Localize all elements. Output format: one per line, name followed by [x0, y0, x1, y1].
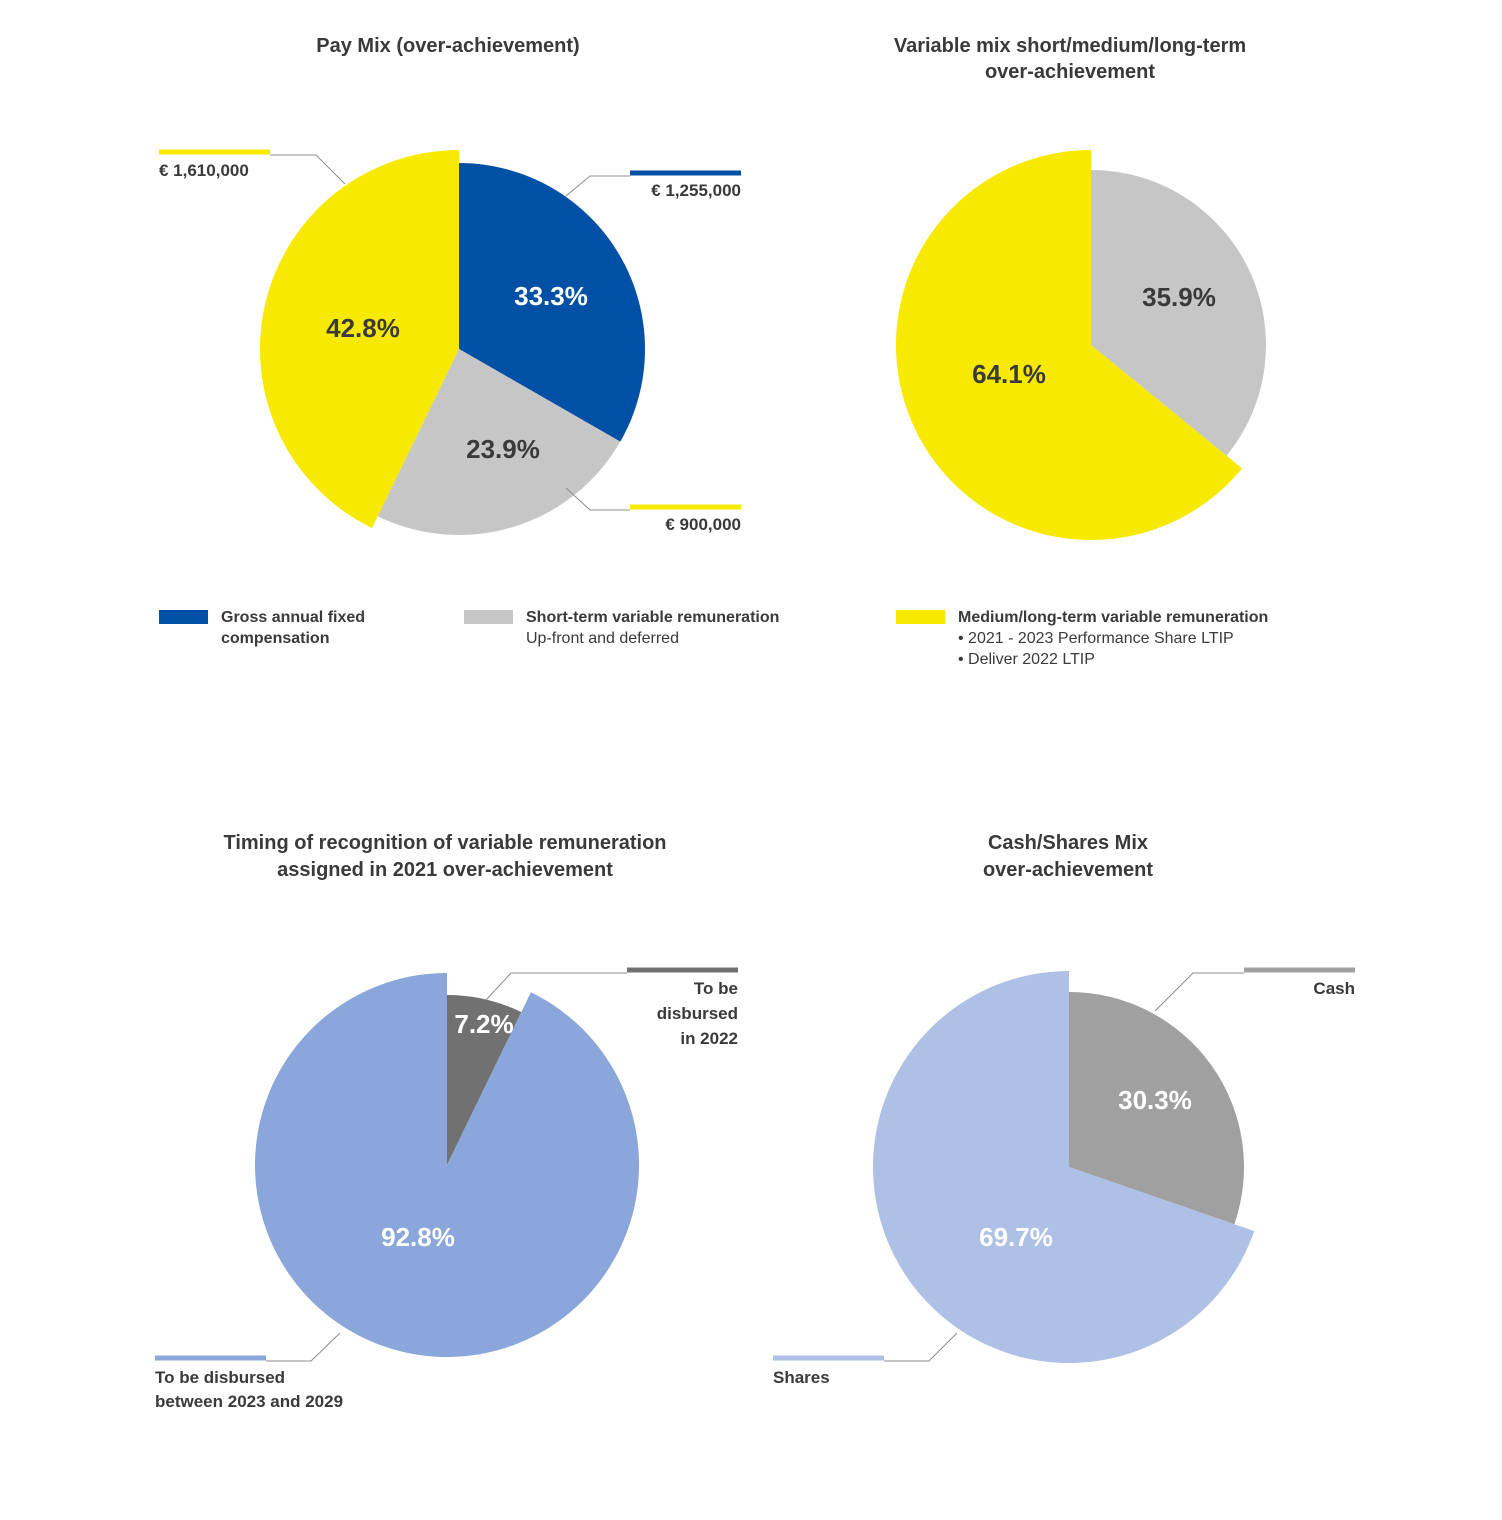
legend-fixed-title-line2: compensation — [221, 630, 330, 647]
timing-later-leader-line — [266, 1332, 341, 1362]
timing-title-line2: assigned in 2021 over-achievement — [277, 859, 613, 881]
timing-title-line1: Timing of recognition of variable remune… — [223, 832, 666, 854]
pay-short-value-label: € 900,000 — [665, 515, 741, 534]
legend-long-item-1: • 2021 - 2023 Performance Share LTIP — [958, 630, 1234, 647]
shares-label: Shares — [773, 1368, 830, 1387]
shares-leader-line — [884, 1332, 958, 1362]
cash-shares-title-line1: Cash/Shares Mix — [988, 832, 1148, 854]
legend-long-item-2: • Deliver 2022 LTIP — [958, 651, 1095, 668]
timing-slice-later — [255, 973, 640, 1357]
cash-shares-title-line2: over-achievement — [983, 859, 1153, 881]
cash-label: Cash — [1313, 979, 1355, 998]
legend-short-title: Short-term variable remuneration — [526, 609, 780, 626]
var-slice-short — [1091, 170, 1267, 456]
pay-fixed-value-label: € 1,255,000 — [651, 181, 741, 200]
legend-short-note: Up-front and deferred — [526, 630, 679, 647]
cash-slice — [1069, 992, 1245, 1225]
shares-percent-label: 69.7% — [979, 1222, 1053, 1252]
cash-leader-line — [1154, 972, 1244, 1012]
pay-slice-long — [259, 150, 459, 528]
pay-mix-title: Pay Mix (over-achievement) — [316, 35, 579, 57]
legend-swatch-long — [896, 610, 945, 624]
pay-long-value-label: € 1,610,000 — [159, 161, 249, 180]
timing-later-label-line1: To be disbursed — [155, 1368, 285, 1387]
pay-fixed-percent-label: 33.3% — [514, 281, 588, 311]
timing-later-label-line2: between 2023 and 2029 — [155, 1392, 343, 1411]
var-long-percent-label: 64.1% — [972, 359, 1046, 389]
legend-swatch-fixed — [159, 610, 208, 624]
legend-swatch-short — [464, 610, 513, 624]
timing-2022-percent-label: 7.2% — [454, 1009, 513, 1039]
var-short-percent-label: 35.9% — [1142, 282, 1216, 312]
pay-long-percent-label: 42.8% — [326, 313, 400, 343]
timing-2022-label-line3: in 2022 — [680, 1029, 738, 1048]
pay-slice-fixed — [459, 163, 646, 442]
variable-mix-title-line1: Variable mix short/medium/long-term — [894, 35, 1246, 57]
pay-fixed-leader-line — [565, 175, 630, 197]
var-slice-long — [896, 150, 1243, 541]
timing-2022-label-line1: To be — [694, 979, 738, 998]
pay-short-percent-label: 23.9% — [466, 434, 540, 464]
pay-slice-short — [377, 349, 621, 536]
pay-long-leader-line — [270, 154, 346, 185]
legend-long-title: Medium/long-term variable remuneration — [958, 609, 1269, 626]
timing-2022-leader-line — [485, 972, 627, 1001]
timing-slice-2022 — [447, 995, 522, 1165]
pay-short-leader-line — [565, 487, 630, 511]
variable-mix-title-line2: over-achievement — [985, 61, 1155, 83]
timing-later-percent-label: 92.8% — [381, 1222, 455, 1252]
timing-2022-label-line2: disbursed — [657, 1004, 738, 1023]
legend-fixed-title: Gross annual fixed — [221, 609, 366, 626]
cash-percent-label: 30.3% — [1118, 1085, 1192, 1115]
shares-slice — [872, 971, 1255, 1363]
